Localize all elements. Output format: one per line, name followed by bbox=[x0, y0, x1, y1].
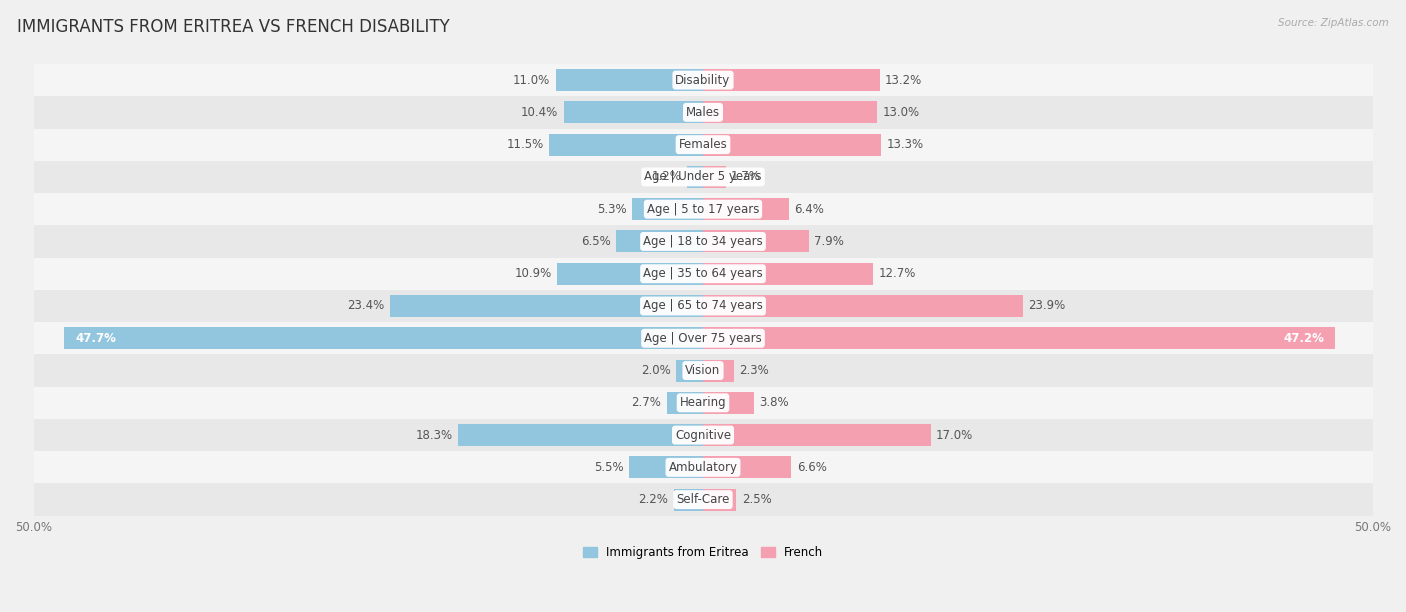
Bar bbox=[34, 290, 1372, 322]
Bar bbox=[34, 225, 1372, 258]
Bar bbox=[34, 64, 1372, 96]
Bar bbox=[34, 451, 1372, 483]
Bar bbox=[666, 392, 703, 414]
Text: Vision: Vision bbox=[685, 364, 721, 377]
Bar bbox=[458, 424, 703, 446]
Bar bbox=[703, 263, 873, 285]
Bar bbox=[389, 295, 703, 317]
Bar bbox=[703, 360, 734, 381]
Text: 18.3%: 18.3% bbox=[416, 428, 453, 442]
Bar bbox=[65, 327, 703, 349]
Bar bbox=[34, 258, 1372, 290]
Bar bbox=[676, 360, 703, 381]
Text: Age | 35 to 64 years: Age | 35 to 64 years bbox=[643, 267, 763, 280]
Bar bbox=[703, 488, 737, 510]
Text: Source: ZipAtlas.com: Source: ZipAtlas.com bbox=[1278, 18, 1389, 28]
Text: Age | 18 to 34 years: Age | 18 to 34 years bbox=[643, 235, 763, 248]
Bar bbox=[564, 102, 703, 124]
Text: Hearing: Hearing bbox=[679, 397, 727, 409]
Text: 2.7%: 2.7% bbox=[631, 397, 661, 409]
Bar bbox=[703, 392, 754, 414]
Bar bbox=[34, 483, 1372, 516]
Bar bbox=[34, 96, 1372, 129]
Bar bbox=[548, 133, 703, 155]
Text: Ambulatory: Ambulatory bbox=[668, 461, 738, 474]
Text: 2.0%: 2.0% bbox=[641, 364, 671, 377]
Text: 10.9%: 10.9% bbox=[515, 267, 551, 280]
Bar bbox=[703, 133, 882, 155]
Bar bbox=[630, 457, 703, 479]
Text: Self-Care: Self-Care bbox=[676, 493, 730, 506]
Text: 2.3%: 2.3% bbox=[740, 364, 769, 377]
Bar bbox=[34, 161, 1372, 193]
Bar bbox=[616, 231, 703, 252]
Bar bbox=[557, 263, 703, 285]
Text: 10.4%: 10.4% bbox=[522, 106, 558, 119]
Text: 47.2%: 47.2% bbox=[1284, 332, 1324, 345]
Bar bbox=[703, 69, 880, 91]
Text: 13.3%: 13.3% bbox=[886, 138, 924, 151]
Bar bbox=[703, 457, 792, 479]
Text: 1.2%: 1.2% bbox=[652, 170, 682, 184]
Bar bbox=[555, 69, 703, 91]
Text: 2.2%: 2.2% bbox=[638, 493, 668, 506]
Bar bbox=[703, 198, 789, 220]
Bar bbox=[34, 322, 1372, 354]
Text: Males: Males bbox=[686, 106, 720, 119]
Text: 6.5%: 6.5% bbox=[581, 235, 610, 248]
Bar bbox=[703, 424, 931, 446]
Bar bbox=[673, 488, 703, 510]
Bar bbox=[633, 198, 703, 220]
Bar bbox=[34, 354, 1372, 387]
Text: Age | 5 to 17 years: Age | 5 to 17 years bbox=[647, 203, 759, 215]
Bar bbox=[34, 193, 1372, 225]
Text: 7.9%: 7.9% bbox=[814, 235, 844, 248]
Text: IMMIGRANTS FROM ERITREA VS FRENCH DISABILITY: IMMIGRANTS FROM ERITREA VS FRENCH DISABI… bbox=[17, 18, 450, 36]
Text: 5.3%: 5.3% bbox=[598, 203, 627, 215]
Bar bbox=[703, 166, 725, 188]
Text: Disability: Disability bbox=[675, 73, 731, 86]
Text: 13.0%: 13.0% bbox=[883, 106, 920, 119]
Text: 5.5%: 5.5% bbox=[595, 461, 624, 474]
Bar bbox=[703, 231, 808, 252]
Bar bbox=[703, 327, 1336, 349]
Text: 23.9%: 23.9% bbox=[1028, 299, 1066, 313]
Text: 6.4%: 6.4% bbox=[794, 203, 824, 215]
Text: 1.7%: 1.7% bbox=[731, 170, 761, 184]
Text: 23.4%: 23.4% bbox=[347, 299, 384, 313]
Text: Age | Over 75 years: Age | Over 75 years bbox=[644, 332, 762, 345]
Bar bbox=[688, 166, 703, 188]
Bar bbox=[34, 419, 1372, 451]
Text: Females: Females bbox=[679, 138, 727, 151]
Text: 11.5%: 11.5% bbox=[506, 138, 544, 151]
Text: 6.6%: 6.6% bbox=[797, 461, 827, 474]
Bar bbox=[34, 387, 1372, 419]
Bar bbox=[703, 102, 877, 124]
Bar bbox=[703, 295, 1024, 317]
Text: 11.0%: 11.0% bbox=[513, 73, 550, 86]
Text: Age | 65 to 74 years: Age | 65 to 74 years bbox=[643, 299, 763, 313]
Text: 2.5%: 2.5% bbox=[742, 493, 772, 506]
Bar bbox=[34, 129, 1372, 161]
Text: 17.0%: 17.0% bbox=[936, 428, 973, 442]
Text: 3.8%: 3.8% bbox=[759, 397, 789, 409]
Legend: Immigrants from Eritrea, French: Immigrants from Eritrea, French bbox=[578, 542, 828, 564]
Text: 13.2%: 13.2% bbox=[886, 73, 922, 86]
Text: Age | Under 5 years: Age | Under 5 years bbox=[644, 170, 762, 184]
Text: Cognitive: Cognitive bbox=[675, 428, 731, 442]
Text: 47.7%: 47.7% bbox=[75, 332, 115, 345]
Text: 12.7%: 12.7% bbox=[879, 267, 915, 280]
